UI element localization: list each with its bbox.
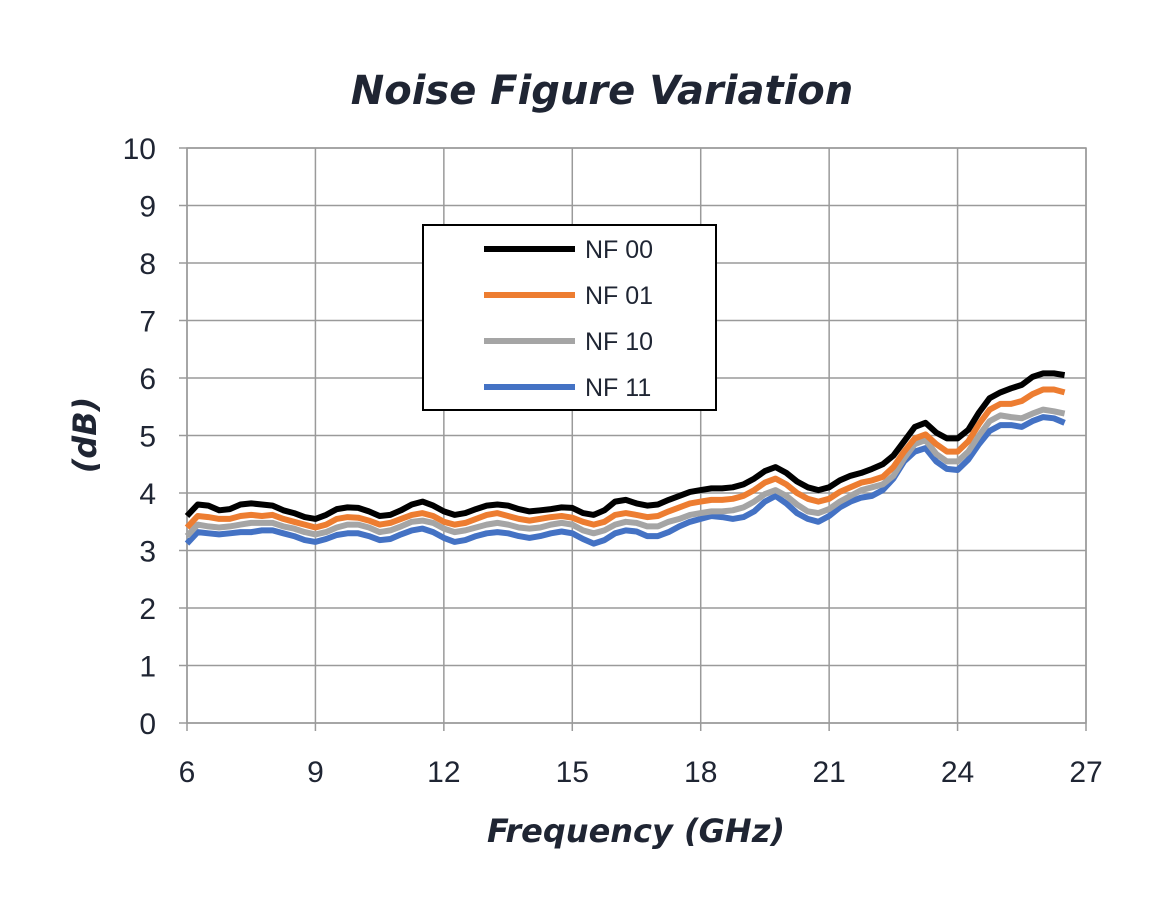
x-tick-labels: 6 9 12 15 18 21 24 27: [179, 756, 1103, 789]
series-lines: [184, 370, 1066, 547]
y-tick-label: 8: [139, 248, 156, 281]
y-tick-label: 3: [139, 536, 156, 569]
x-tick-label: 21: [812, 756, 845, 789]
legend-box: [422, 224, 717, 411]
series-line-nf-11: [184, 414, 1066, 547]
y-tick-label: 9: [139, 191, 156, 224]
x-tick-label: 18: [684, 756, 717, 789]
x-tick-label: 12: [427, 756, 460, 789]
series-line-nf-01: [184, 386, 1066, 531]
y-tick-label: 5: [139, 421, 156, 454]
series-line-nf-00: [184, 370, 1066, 522]
y-tick-label: 6: [139, 363, 156, 396]
legend-label: NF 11: [585, 374, 651, 402]
legend: NF 00 NF 01 NF 10 NF 11: [422, 224, 717, 411]
legend-label: NF 10: [585, 328, 653, 356]
x-axis-title: Frequency (GHz): [487, 812, 785, 850]
x-tick-label: 27: [1069, 756, 1102, 789]
y-tick-label: 2: [139, 593, 156, 626]
x-tick-label: 24: [941, 756, 974, 789]
chart-title: Noise Figure Variation: [351, 68, 854, 114]
legend-label: NF 00: [585, 236, 653, 264]
y-tick-label: 0: [139, 708, 156, 741]
series-line-nf-10: [184, 406, 1066, 539]
y-tick-label: 4: [139, 478, 156, 511]
y-tick-label: 10: [123, 133, 156, 166]
x-tick-label: 15: [556, 756, 589, 789]
plot-area-border: [186, 147, 1087, 724]
x-tick-label: 9: [307, 756, 324, 789]
legend-label: NF 01: [585, 282, 653, 310]
y-tick-label: 1: [139, 651, 156, 684]
y-tick-label: 7: [139, 306, 156, 339]
x-tick-label: 6: [179, 756, 196, 789]
y-axis-title: (dB): [66, 397, 104, 474]
y-tick-labels: 0 1 2 3 4 5 6 7 8 9 10: [123, 133, 156, 741]
